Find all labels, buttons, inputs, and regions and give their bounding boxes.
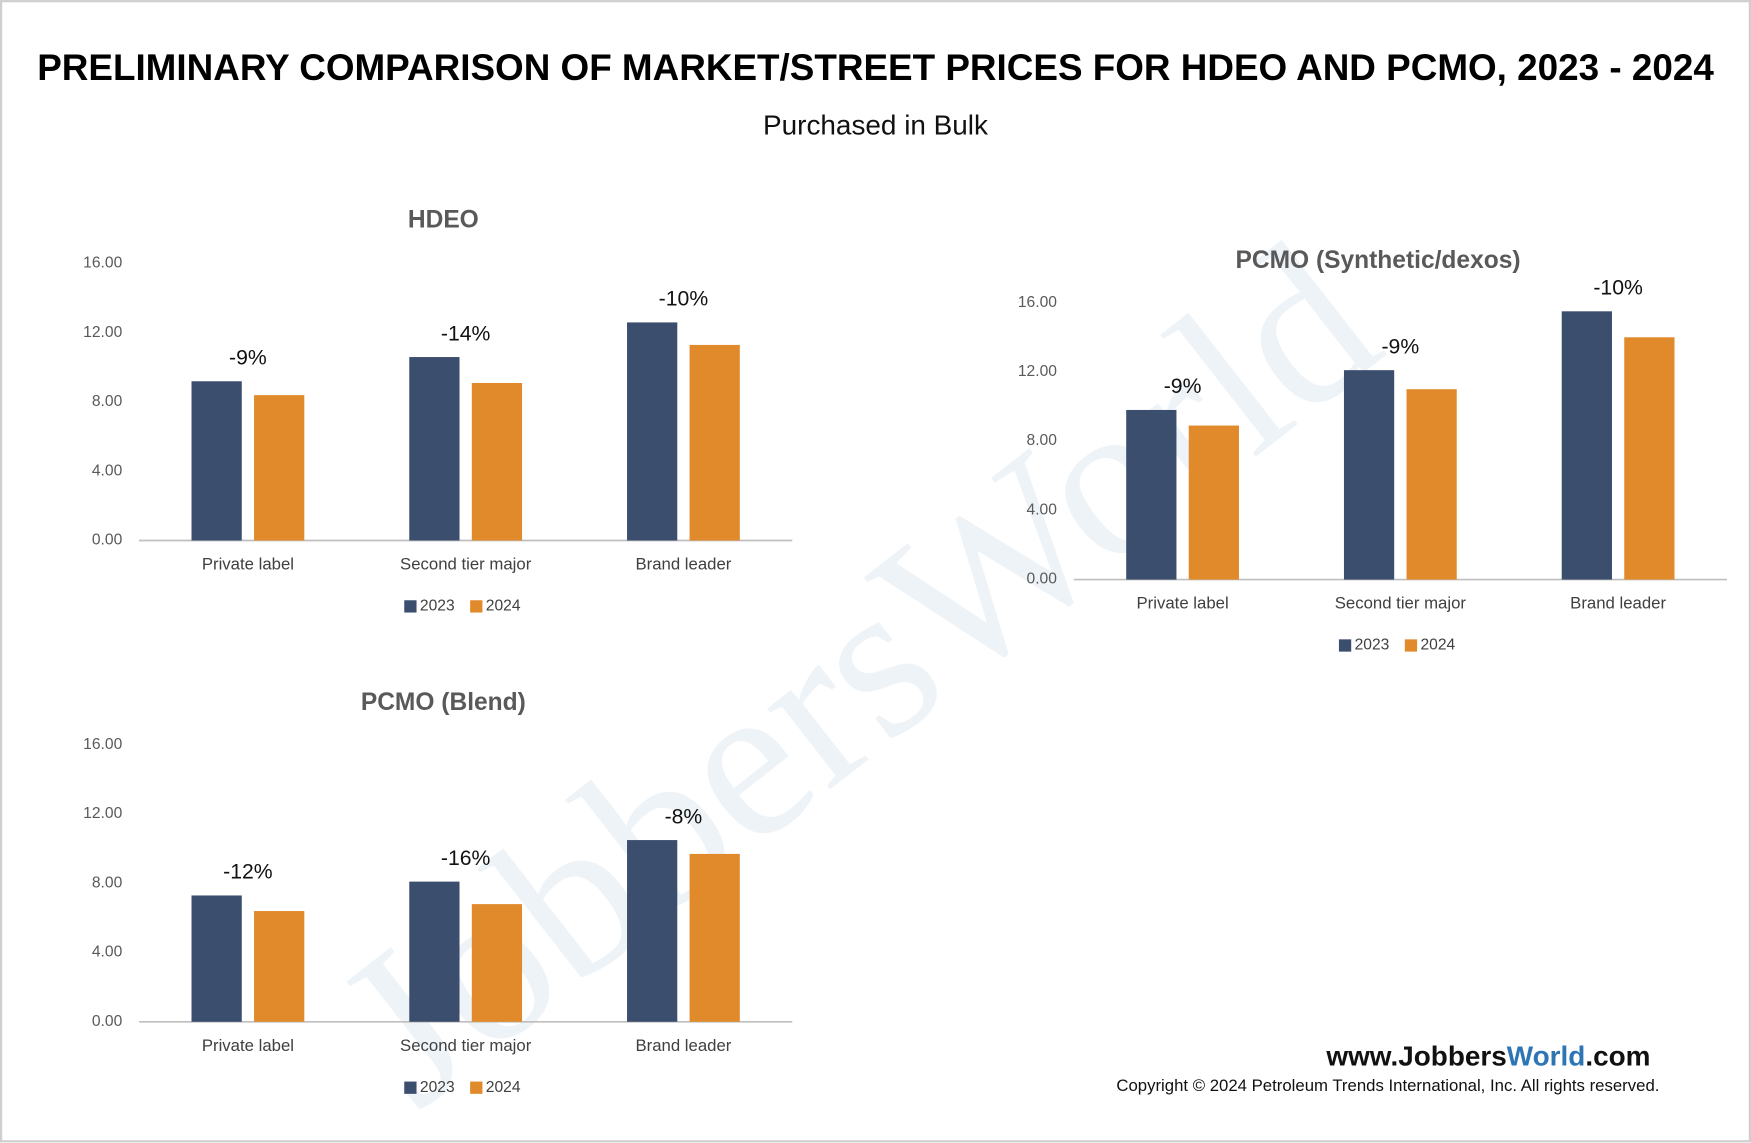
bar-annotation: -9% [1381,335,1419,358]
bar [191,895,242,1022]
bar [471,382,523,541]
bar-annotation: -14% [441,322,491,345]
bar-annotation: -10% [659,288,709,311]
bar [471,904,523,1022]
page-subtitle: Purchased in Bulk [763,110,988,141]
x-tick-label: Brand leader [1570,594,1666,613]
y-tick-label: 0.00 [1027,571,1058,588]
bar [191,381,242,541]
bar-annotation: -9% [229,347,267,370]
y-tick-label: 12.00 [83,805,122,822]
chart-title: HDEO [408,207,479,234]
x-tick-label: Second tier major [400,555,532,574]
x-tick-label: Private label [1137,594,1229,613]
y-tick-label: 16.00 [83,736,122,753]
bar-annotation: -8% [665,805,703,828]
bar [1624,337,1675,580]
legend-label: 2024 [486,598,521,615]
bar [627,840,678,1022]
y-tick-label: 16.00 [1018,294,1057,311]
site-url: www.JobbersWorld.com [1325,1041,1650,1072]
legend-label: 2023 [420,598,455,615]
legend-swatch [470,1081,483,1094]
site-part: www.Jobbers [1325,1041,1506,1072]
legend-label: 2024 [486,1079,521,1096]
chart-title: PCMO (Blend) [361,689,526,716]
bar-annotation: -12% [223,861,273,884]
legend-label: 2024 [1420,637,1455,654]
y-tick-label: 8.00 [1027,432,1058,449]
x-tick-label: Second tier major [400,1036,532,1055]
y-tick-label: 0.00 [92,532,123,549]
y-tick-label: 4.00 [1027,501,1058,518]
y-tick-label: 0.00 [92,1013,123,1030]
x-tick-label: Second tier major [1335,594,1467,613]
bar [689,344,740,541]
x-tick-label: Private label [202,555,294,574]
y-tick-label: 4.00 [92,944,123,961]
legend-swatch [1338,639,1352,652]
bar [254,395,305,541]
bar [1406,389,1457,580]
legend-label: 2023 [420,1079,455,1096]
bar [409,881,460,1022]
legend-label: 2023 [1355,637,1390,654]
site-part: .com [1585,1041,1650,1072]
x-tick-label: Brand leader [635,1036,731,1055]
legend-swatch [404,1081,417,1094]
bar [689,853,740,1022]
bar [409,357,460,541]
page-title: PRELIMINARY COMPARISON OF MARKET/STREET … [37,47,1714,88]
legend-swatch [404,600,417,613]
bar [1561,311,1612,580]
bar [627,322,678,541]
y-tick-label: 8.00 [92,393,123,410]
y-tick-label: 16.00 [83,255,122,272]
bar-annotation: -16% [441,847,491,870]
y-tick-label: 4.00 [92,462,123,479]
bar [1343,370,1395,580]
chart-title: PCMO (Synthetic/dexos) [1235,247,1520,274]
y-tick-label: 12.00 [83,324,122,341]
site-part: World [1507,1041,1586,1072]
bar [1126,409,1177,580]
bar [254,911,305,1022]
x-tick-label: Private label [202,1036,294,1055]
legend-swatch [1404,639,1418,652]
bar-annotation: -9% [1164,375,1202,398]
bar-annotation: -10% [1593,277,1643,300]
y-tick-label: 8.00 [92,874,123,891]
x-tick-label: Brand leader [635,555,731,574]
y-tick-label: 12.00 [1018,363,1057,380]
legend-swatch [470,600,483,613]
bar [1188,425,1239,580]
copyright: Copyright © 2024 Petroleum Trends Intern… [1116,1076,1659,1095]
